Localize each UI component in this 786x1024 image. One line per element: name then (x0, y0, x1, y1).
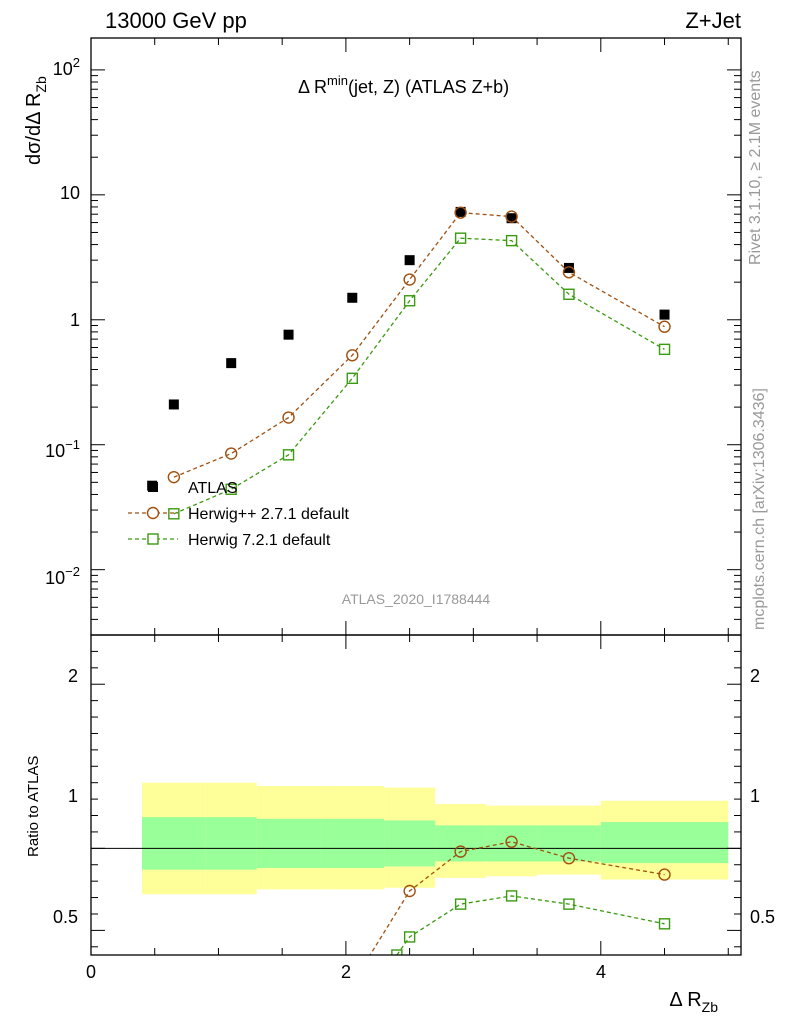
ratio-band-green (384, 820, 436, 867)
y-tick-label-one: 1 (70, 310, 80, 330)
plot-title-sup: min (327, 73, 348, 88)
ratio-point-herwig7 (563, 898, 575, 910)
main-point-atlas (226, 358, 237, 369)
y-tick-e2-sup: 2 (73, 55, 80, 70)
ratio-point-herwig7 (505, 890, 518, 902)
legend-herwig7-label: Herwig 7.2.1 default (188, 532, 331, 549)
mcplots-label: mcplots.cern.ch [arXiv:1306.3436] (751, 388, 768, 630)
main-point-herwigpp (403, 273, 416, 286)
ratio-line-herwigpp (369, 841, 665, 955)
ratio-band-green (486, 825, 538, 862)
y-tick-e-2-sup: −2 (65, 564, 80, 579)
header-left: 13000 GeV pp (105, 8, 247, 33)
main-point-herwigpp (282, 411, 295, 424)
ratio-band-green (205, 817, 257, 870)
ratio-band-green (320, 818, 385, 869)
main-point-herwigpp (346, 349, 359, 362)
y-axis-label-main: dσ/dΔ R (23, 93, 45, 165)
main-point-herwigpp (562, 266, 576, 279)
main-point-herwigpp (224, 447, 238, 460)
ratio-point-herwig7 (391, 949, 403, 955)
main-point-herwigpp (658, 320, 671, 333)
main-point-herwig7 (168, 508, 180, 520)
ratio-tick-left-05: 0.5 (53, 907, 78, 927)
y-tick-e2-base: 10 (53, 59, 73, 79)
ratio-point-herwigpp (403, 884, 416, 898)
main-point-herwigpp (505, 210, 518, 223)
y-tick-e-1-sup: −1 (65, 437, 80, 452)
legend-herwigpp-marker (146, 506, 160, 520)
legend-atlas-label: ATLAS (188, 480, 238, 497)
main-point-herwig7 (454, 232, 467, 244)
y-axis-label: dσ/dΔ RZb (23, 76, 49, 165)
ratio-band-green (256, 818, 321, 869)
plot-title: Δ Rmin(jet, Z) (ATLAS Z+b) (298, 73, 509, 97)
main-point-atlas (347, 292, 358, 303)
y-tick-e-1-base: 10 (45, 441, 65, 461)
ratio-band-green (435, 825, 487, 862)
ratio-tick-right-05: 0.5 (750, 907, 775, 927)
ratio-tick-left-2: 2 (68, 666, 78, 686)
ratio-band-green (141, 817, 206, 870)
ratio-band-green (600, 822, 729, 864)
main-point-atlas (659, 309, 670, 320)
ratio-tick-left-1: 1 (68, 786, 78, 806)
main-point-herwigpp (454, 206, 467, 219)
main-line-herwigpp (173, 211, 665, 478)
x-tick-label-2: 2 (341, 962, 351, 982)
ratio-tick-right-1: 1 (750, 786, 760, 806)
plot-title-rest: (jet, Z) (ATLAS Z+b) (348, 77, 509, 97)
legend: ATLAS Herwig++ 2.7.1 default Herwig 7.2.… (128, 480, 350, 549)
x-tick-label-0: 0 (86, 962, 96, 982)
x-tick-label-4: 4 (596, 962, 606, 982)
main-point-herwig7 (225, 483, 237, 495)
main-point-herwig7 (282, 449, 295, 461)
legend-atlas-marker (148, 482, 158, 492)
main-point-atlas (283, 329, 294, 340)
main-point-herwigpp (167, 470, 181, 484)
main-panel: Δ Rmin(jet, Z) (ATLAS Z+b) dσ/dΔ RZb 102… (23, 37, 742, 636)
ratio-line-herwig7 (396, 895, 665, 955)
ratio-tick-right-2: 2 (750, 666, 760, 686)
main-point-atlas (455, 206, 466, 217)
plot-title-delta: Δ R (298, 77, 327, 97)
x-axis-label-main: Δ R (669, 989, 701, 1011)
ratio-point-herwig7 (403, 931, 416, 943)
main-point-atlas (168, 399, 179, 410)
ratio-point-herwigpp (562, 851, 576, 865)
ratio-point-herwig7 (454, 898, 467, 910)
ratio-y-label: Ratio to ATLAS (25, 756, 42, 857)
main-line-herwig7 (173, 237, 665, 515)
ratio-band-green (537, 825, 601, 862)
ratio-point-herwig7 (658, 918, 671, 930)
ratio-panel: Ratio to ATLAS 2 1 0.5 2 1 0.5 0 2 4 Δ R… (25, 634, 775, 1015)
ratio-point-herwigpp (454, 845, 467, 858)
ratio-point-herwigpp (505, 835, 518, 848)
main-point-herwig7 (346, 372, 358, 385)
main-point-atlas (404, 255, 415, 266)
analysis-id: ATLAS_2020_I1788444 (342, 591, 491, 607)
ratio-point-herwigpp (658, 868, 671, 881)
main-point-herwig7 (658, 343, 671, 356)
y-tick-e-2-base: 10 (45, 568, 65, 588)
y-tick-label-ten: 10 (60, 183, 80, 203)
main-point-herwig7 (563, 288, 575, 300)
y-tick-label-e2: 102 (53, 55, 80, 79)
ratio-frame (90, 634, 742, 956)
x-axis-label: Δ RZb (669, 989, 718, 1015)
y-tick-label-e-2: 10−2 (45, 564, 80, 588)
main-point-herwig7 (505, 234, 518, 247)
header-right: Z+Jet (685, 8, 741, 33)
main-point-atlas (506, 213, 517, 224)
legend-herwigpp-label: Herwig++ 2.7.1 default (188, 506, 350, 523)
y-axis-label-sub: Zb (33, 76, 49, 93)
y-tick-label-e-1: 10−1 (45, 437, 80, 461)
legend-herwig7-marker (147, 533, 159, 545)
x-axis-label-sub: Zb (702, 999, 719, 1015)
rivet-label: Rivet 3.1.10, ≥ 2.1M events (747, 70, 764, 265)
main-point-atlas (563, 262, 574, 273)
main-point-herwig7 (403, 295, 416, 307)
